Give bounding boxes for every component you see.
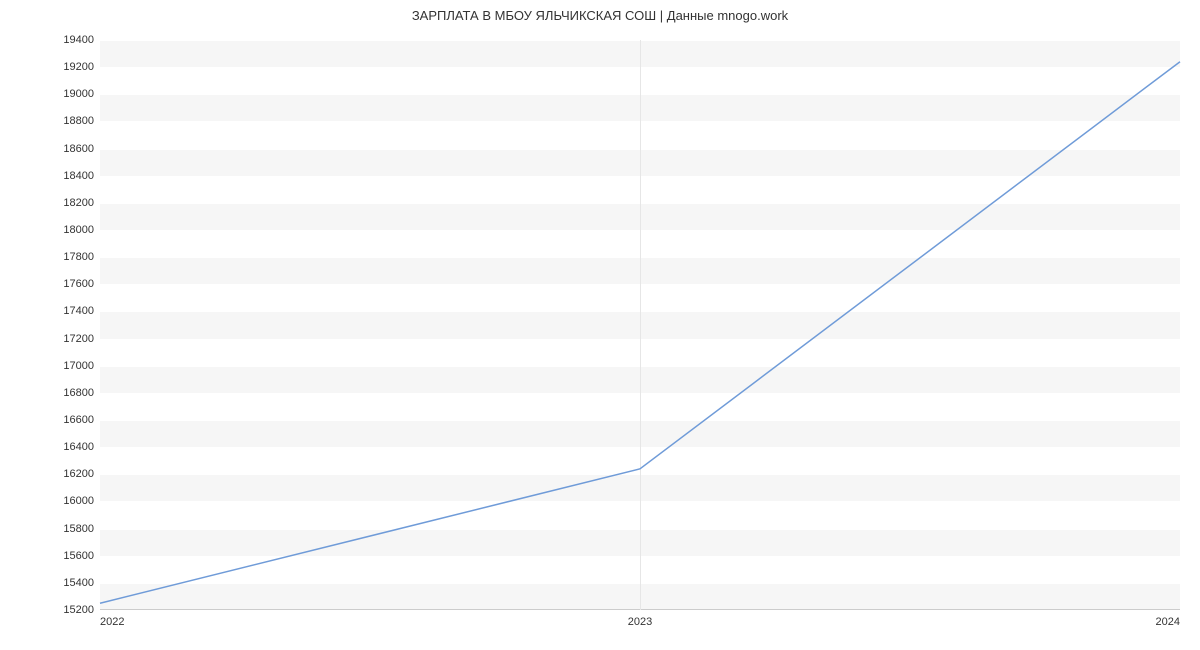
y-tick-label: 18800 bbox=[63, 115, 100, 127]
line-series bbox=[100, 40, 1180, 610]
y-tick-label: 17400 bbox=[63, 305, 100, 317]
y-tick-label: 18600 bbox=[63, 143, 100, 155]
series-line bbox=[100, 62, 1180, 604]
x-tick-label: 2022 bbox=[100, 610, 124, 628]
y-tick-label: 16800 bbox=[63, 387, 100, 399]
chart-container: ЗАРПЛАТА В МБОУ ЯЛЬЧИКСКАЯ СОШ | Данные … bbox=[0, 0, 1200, 650]
y-tick-label: 15800 bbox=[63, 523, 100, 535]
y-tick-label: 16000 bbox=[63, 495, 100, 507]
y-tick-label: 17800 bbox=[63, 251, 100, 263]
y-tick-label: 19000 bbox=[63, 88, 100, 100]
y-tick-label: 18000 bbox=[63, 224, 100, 236]
y-tick-label: 17600 bbox=[63, 278, 100, 290]
y-tick-label: 16600 bbox=[63, 414, 100, 426]
y-tick-label: 19400 bbox=[63, 34, 100, 46]
y-tick-label: 18400 bbox=[63, 170, 100, 182]
y-tick-label: 17000 bbox=[63, 360, 100, 372]
plot-area: 1520015400156001580016000162001640016600… bbox=[100, 40, 1180, 610]
y-tick-label: 19200 bbox=[63, 61, 100, 73]
y-tick-label: 17200 bbox=[63, 333, 100, 345]
y-tick-label: 18200 bbox=[63, 197, 100, 209]
y-tick-label: 16200 bbox=[63, 468, 100, 480]
y-tick-label: 15200 bbox=[63, 604, 100, 616]
x-tick-label: 2023 bbox=[628, 610, 652, 628]
x-tick-label: 2024 bbox=[1156, 610, 1180, 628]
y-tick-label: 15400 bbox=[63, 577, 100, 589]
y-tick-label: 15600 bbox=[63, 550, 100, 562]
y-tick-label: 16400 bbox=[63, 441, 100, 453]
chart-title: ЗАРПЛАТА В МБОУ ЯЛЬЧИКСКАЯ СОШ | Данные … bbox=[0, 8, 1200, 23]
